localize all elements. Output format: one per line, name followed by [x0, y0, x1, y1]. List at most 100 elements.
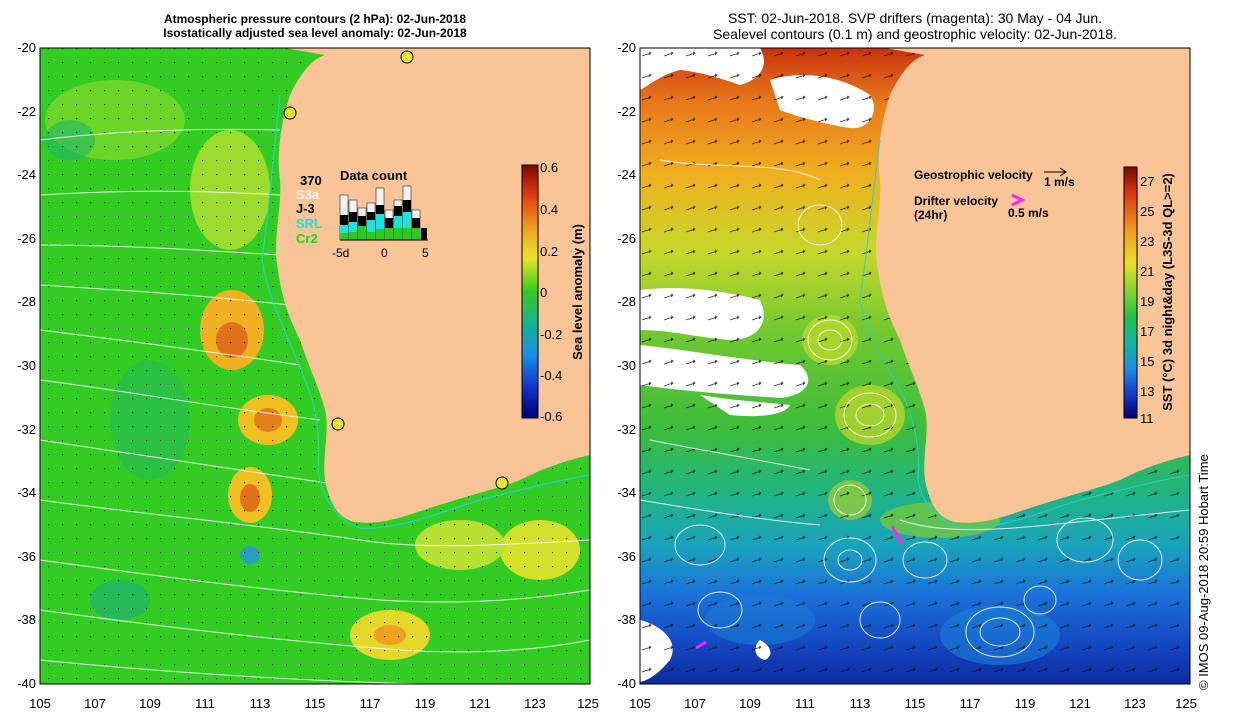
left-y-tick: -32 [17, 422, 36, 437]
sla-tick: 0.2 [540, 244, 558, 259]
pressure-contours [39, 128, 591, 685]
right-y-tick: -32 [617, 422, 636, 437]
legend-s3a: S3a [296, 187, 320, 202]
left-map-land-australia [276, 48, 590, 523]
right-x-tick: 105 [629, 696, 651, 711]
right-map-land-australia [876, 48, 1190, 523]
drifter-velocity-label: Drifter velocity [914, 194, 998, 208]
right-title-line2: Sealevel contours (0.1 m) and geostrophi… [713, 26, 1117, 42]
right-y-tick: -26 [617, 231, 636, 246]
sla-tick: 0.6 [540, 160, 558, 175]
left-map-x-axis: 105 107 109 111 113 115 117 119 121 123 … [29, 696, 599, 711]
left-map-shelf-contour [261, 94, 591, 529]
left-title-line2: Isostatically adjusted sea level anomaly… [163, 26, 467, 40]
geostrophic-speed: 1 m/s [1044, 175, 1075, 189]
sst-tick: 27 [1140, 174, 1154, 189]
sla-colorbar: 0.6 0.4 0.2 0 -0.2 -0.4 -0.6 Sea level a… [521, 160, 585, 424]
left-x-tick: 119 [415, 696, 436, 711]
drifter-speed: 0.5 m/s [1008, 206, 1049, 220]
right-map-x-axis: 105 107 109 111 113 115 117 119 121 123 … [629, 696, 1197, 711]
right-y-tick: -24 [617, 167, 636, 182]
data-count-total: 370 [300, 173, 322, 188]
left-x-tick: 123 [524, 696, 546, 711]
right-y-tick: -30 [617, 358, 636, 373]
right-map-frame [639, 47, 1191, 685]
left-y-tick: -26 [17, 231, 36, 246]
left-y-tick: -34 [17, 485, 36, 500]
sla-colorbar-label: Sea level anomaly (m) [570, 224, 585, 360]
left-y-tick: -24 [17, 167, 36, 182]
right-x-tick: 117 [960, 696, 981, 711]
sst-tick: 25 [1140, 204, 1154, 219]
right-y-tick: -36 [617, 549, 636, 564]
drifter-arrow-icon [1011, 193, 1026, 207]
legend-j3: J-3 [296, 201, 315, 216]
left-y-tick: -30 [17, 358, 36, 373]
sst-tick: 17 [1140, 324, 1154, 339]
right-x-tick: 119 [1015, 696, 1036, 711]
sst-tick: 11 [1140, 411, 1154, 426]
right-y-tick: -22 [617, 104, 636, 119]
left-y-tick: -22 [17, 104, 36, 119]
left-x-tick: 105 [29, 696, 51, 711]
data-count-tick-minus5: -5d [332, 246, 349, 260]
right-x-tick: 123 [1124, 696, 1146, 711]
right-map-title: SST: 02-Jun-2018. SVP drifters (magenta)… [640, 10, 1190, 42]
left-y-tick: -40 [17, 676, 36, 691]
right-x-tick: 109 [739, 696, 761, 711]
left-map [39, 47, 591, 685]
right-y-tick: -34 [617, 485, 636, 500]
svp-drifter-tracks [695, 525, 904, 650]
legend-cr2: Cr2 [296, 231, 318, 246]
sst-tick: 13 [1140, 384, 1154, 399]
right-x-tick: 113 [850, 696, 871, 711]
left-y-tick: -20 [17, 40, 36, 55]
left-x-tick: 115 [305, 696, 326, 711]
sealevel-contours [639, 159, 1191, 658]
left-y-tick: -38 [17, 612, 36, 627]
right-x-tick: 125 [1175, 696, 1197, 711]
geostrophic-velocity-label: Geostrophic velocity [914, 168, 1033, 182]
left-y-tick: -36 [17, 549, 36, 564]
left-x-tick: 125 [577, 696, 599, 711]
left-title-line1: Atmospheric pressure contours (2 hPa): 0… [163, 12, 467, 26]
left-map-y-axis: -20 -22 -24 -26 -28 -30 -32 -34 -36 -38 … [17, 40, 36, 691]
left-x-tick: 111 [195, 696, 215, 711]
left-x-tick: 109 [139, 696, 161, 711]
data-count-bars [339, 185, 427, 241]
sst-colorbar-ticks: 27 25 23 21 19 17 15 13 11 [1140, 174, 1154, 426]
sst-tick: 23 [1140, 234, 1154, 249]
sla-colorbar-ticks: 0.6 0.4 0.2 0 -0.2 -0.4 -0.6 [540, 160, 562, 424]
data-count-title: Data count [340, 168, 408, 183]
sst-tick: 15 [1140, 354, 1154, 369]
drifter-velocity-sub: (24hr) [914, 208, 947, 222]
sst-tick: 19 [1140, 294, 1154, 309]
copyright-footer: © IMOS 09-Aug-2018 20:59 Hobart Time [1196, 454, 1211, 690]
left-map-title: Atmospheric pressure contours (2 hPa): 0… [40, 12, 590, 40]
sla-colorbar-gradient [521, 164, 539, 419]
right-y-tick: -38 [617, 612, 636, 627]
data-count-inset: 370 S3a J-3 SRL Cr2 Data count [296, 168, 429, 260]
left-x-tick: 113 [250, 696, 271, 711]
left-x-tick: 121 [469, 696, 491, 711]
sst-colorbar-label: SST (°C) 3d night&day (L3S-3d QL>=2) [1160, 173, 1175, 411]
data-count-tick-0: 0 [381, 246, 388, 260]
right-y-tick: -40 [617, 676, 636, 691]
tide-gauge-markers [283, 50, 509, 490]
sst-tick: 21 [1140, 264, 1154, 279]
right-x-tick: 121 [1069, 696, 1091, 711]
sla-tick: -0.6 [540, 409, 562, 424]
sst-colorbar-gradient [1123, 166, 1138, 419]
velocity-legend: Geostrophic velocity 1 m/s Drifter veloc… [914, 167, 1075, 222]
sst-colorbar: 27 25 23 21 19 17 15 13 11 SST (°C) 3d n… [1123, 166, 1175, 426]
data-count-tick-5: 5 [422, 246, 429, 260]
right-map-y-axis: -20 -22 -24 -26 -28 -30 -32 -34 -36 -38 … [617, 40, 636, 691]
sla-tick: -0.2 [540, 327, 562, 342]
right-x-tick: 115 [905, 696, 926, 711]
right-y-tick: -28 [617, 294, 636, 309]
sla-tick: 0 [540, 285, 547, 300]
right-y-tick: -20 [617, 40, 636, 55]
right-x-tick: 111 [795, 696, 815, 711]
left-x-tick: 107 [84, 696, 106, 711]
